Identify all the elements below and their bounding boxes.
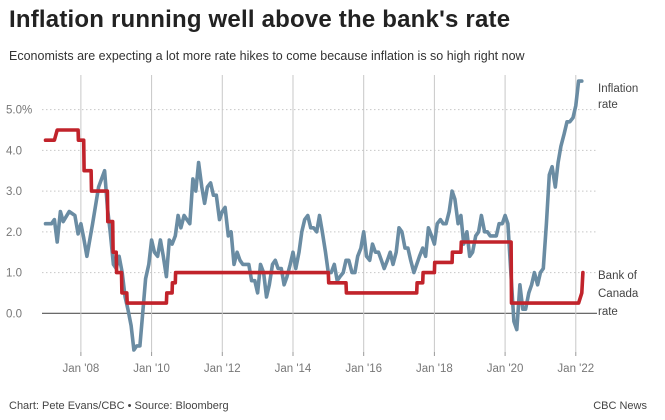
y-tick-label: 0.0 <box>6 308 22 320</box>
y-tick-label: 3.0 <box>6 186 22 198</box>
y-tick-label: 1.0 <box>6 268 22 280</box>
series-layer <box>43 79 585 352</box>
brand-credit: CBC News <box>593 400 647 412</box>
inflation-series-label: Inflation <box>598 83 638 95</box>
y-tick-label: 4.0 <box>6 145 22 157</box>
x-tick-label: Jan '12 <box>204 363 241 375</box>
x-tick-label: Jan '20 <box>487 363 524 375</box>
inflation-rate-line <box>43 79 584 352</box>
label-layer: 0.0 1.0 2.0 3.0 4.0 5.0% Jan '08 Jan '10 Jan '12… <box>6 83 639 375</box>
x-tick-label: Jan '14 <box>275 363 312 375</box>
bank-rate-series-label: rate <box>598 306 618 318</box>
source-credit: Chart: Pete Evans/CBC • Source: Bloomber… <box>9 400 229 412</box>
inflation-series-label: rate <box>598 99 618 111</box>
x-tick-label: Jan '18 <box>416 363 453 375</box>
x-tick-label: Jan '22 <box>557 363 594 375</box>
x-tick-label: Jan '16 <box>345 363 382 375</box>
bank-rate-series-label: Bank of <box>598 270 638 282</box>
bank-rate-series-label: Canada <box>598 288 639 300</box>
chart-subtitle: Economists are expecting a lot more rate… <box>9 49 525 63</box>
x-tick-label: Jan '08 <box>63 363 100 375</box>
chart-title: Inflation running well above the bank's … <box>9 6 511 33</box>
y-tick-label: 5.0% <box>6 105 32 117</box>
bank-rate-line <box>43 128 585 305</box>
y-tick-label: 2.0 <box>6 227 22 239</box>
x-tick-label: Jan '10 <box>133 363 170 375</box>
